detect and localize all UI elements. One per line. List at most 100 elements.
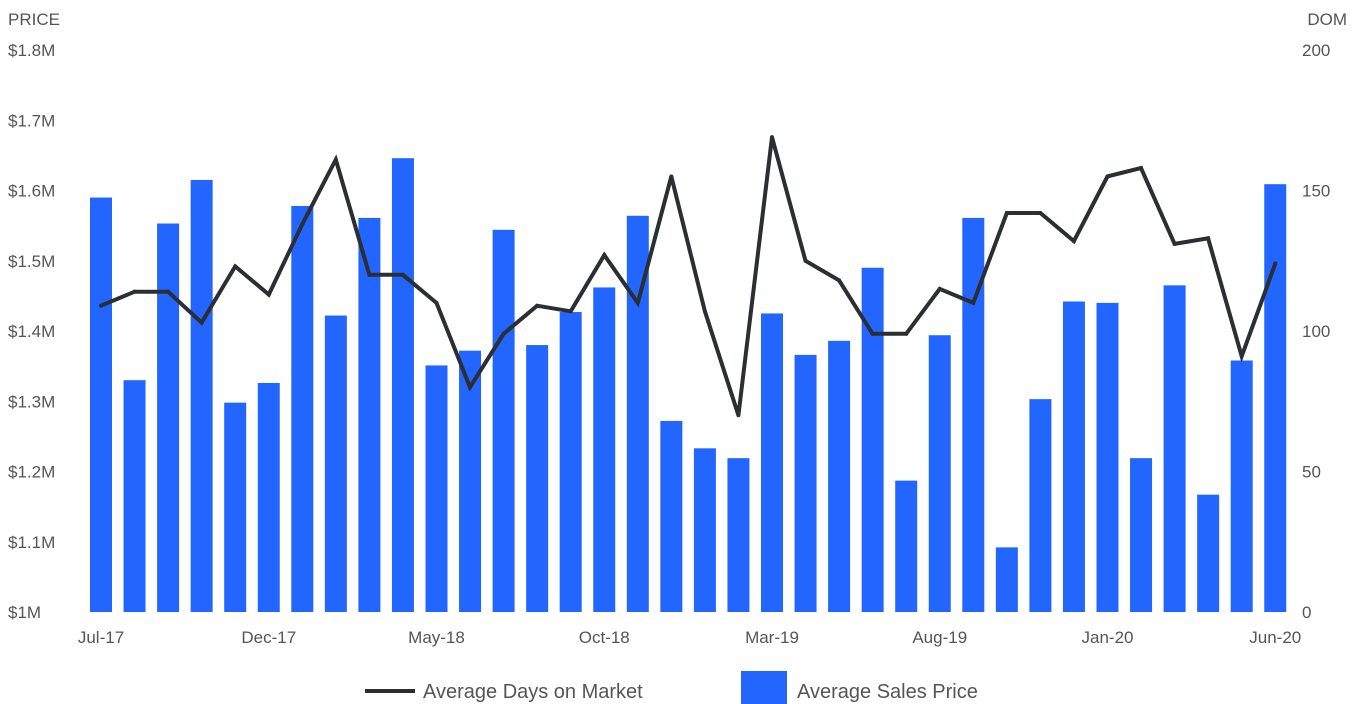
price-bar <box>693 448 716 612</box>
dom-line <box>100 136 1278 416</box>
legend-bar-swatch <box>741 671 787 704</box>
price-bar <box>1230 360 1253 612</box>
price-bar <box>1096 302 1119 612</box>
price-bar <box>358 217 381 612</box>
dom-point <box>669 174 674 179</box>
dom-point <box>1071 239 1076 244</box>
dom-point <box>434 300 439 305</box>
dom-point <box>736 413 741 418</box>
y-left-tick-label: $1.5M <box>8 252 55 271</box>
price-bar <box>224 402 247 612</box>
price-bar <box>1197 494 1220 612</box>
dom-point <box>702 309 707 314</box>
dom-point <box>367 272 372 277</box>
x-tick-label: May-18 <box>408 628 465 647</box>
dom-point <box>233 264 238 269</box>
y-left-tick-label: $1.2M <box>8 463 55 482</box>
dom-point <box>266 292 271 297</box>
price-bar <box>492 229 515 612</box>
dom-point <box>971 300 976 305</box>
dom-point <box>568 309 573 314</box>
price-bar <box>1163 285 1186 612</box>
dom-point <box>1105 174 1110 179</box>
price-bar <box>425 365 448 612</box>
price-bar <box>324 315 347 612</box>
dom-point <box>937 286 942 291</box>
dom-point <box>535 303 540 308</box>
x-tick-label: Jun-20 <box>1249 628 1301 647</box>
y-left-tick-label: $1.3M <box>8 392 55 411</box>
price-bar <box>626 215 649 613</box>
y-right-tick-labels: 0 50 100 150 200 <box>1302 41 1330 622</box>
y-left-tick-label: $1.4M <box>8 322 55 341</box>
dom-point <box>166 289 171 294</box>
y-right-tick-label: 100 <box>1302 322 1330 341</box>
dom-point <box>1038 210 1043 215</box>
price-bar <box>157 223 180 612</box>
price-bar <box>995 547 1018 612</box>
dom-point <box>501 331 506 336</box>
price-bar <box>123 380 146 612</box>
price-bars <box>90 158 1287 613</box>
dom-point <box>635 300 640 305</box>
dom-point <box>1239 354 1244 359</box>
y-right-axis-title: DOM <box>1307 10 1347 29</box>
y-left-tick-label: $1M <box>8 603 41 622</box>
price-bar <box>794 354 817 612</box>
dom-point <box>199 320 204 325</box>
y-left-tick-label: $1.7M <box>8 111 55 130</box>
price-bar <box>459 350 482 612</box>
y-left-tick-label: $1.6M <box>8 182 55 201</box>
price-bar <box>861 267 884 612</box>
dom-point <box>803 258 808 263</box>
y-right-tick-label: 50 <box>1302 463 1321 482</box>
dom-point <box>1273 261 1278 266</box>
price-bar <box>1130 458 1153 612</box>
x-tick-labels: Jul-17 Dec-17 May-18 Oct-18 Mar-19 Aug-19 Jan-… <box>78 628 1301 647</box>
price-bar <box>526 345 549 612</box>
dom-line-series <box>99 135 1278 418</box>
price-bar <box>257 382 280 612</box>
price-bar <box>593 287 616 612</box>
dom-point <box>1206 236 1211 241</box>
price-bar <box>1062 301 1085 612</box>
price-bar <box>1029 399 1052 612</box>
y-right-tick-label: 150 <box>1302 182 1330 201</box>
dom-point <box>1139 166 1144 171</box>
y-right-tick-label: 0 <box>1302 603 1311 622</box>
x-tick-label: Mar-19 <box>745 628 799 647</box>
y-left-tick-label: $1.1M <box>8 533 55 552</box>
price-bar <box>928 335 951 612</box>
dom-point <box>99 303 103 308</box>
x-tick-label: Aug-19 <box>912 628 967 647</box>
dom-point <box>770 135 774 140</box>
price-bar <box>391 158 414 612</box>
dom-point <box>300 222 305 227</box>
y-left-axis-title: PRICE <box>8 10 60 29</box>
y-right-tick-label: 200 <box>1302 41 1330 60</box>
dom-point <box>1004 210 1009 215</box>
price-bar <box>761 313 783 612</box>
price-bar <box>895 480 918 612</box>
price-bar <box>962 217 985 612</box>
dom-point <box>468 385 473 390</box>
price-bar <box>190 179 213 612</box>
legend-label-days-on-market: Average Days on Market <box>423 681 643 703</box>
x-tick-label: Jan-20 <box>1082 628 1134 647</box>
dom-point <box>333 157 338 162</box>
price-bar <box>90 197 112 612</box>
dom-point <box>870 331 875 336</box>
y-left-tick-labels: $1M $1.1M $1.2M $1.3M $1.4M $1.5M $1.6M $1.7M $1… <box>8 41 55 622</box>
price-bar <box>660 420 683 612</box>
x-tick-label: Dec-17 <box>241 628 296 647</box>
price-bar <box>291 205 314 612</box>
price-bar <box>727 458 750 612</box>
price-bar <box>559 312 582 612</box>
dom-point <box>1172 241 1177 246</box>
x-tick-label: Jul-17 <box>78 628 124 647</box>
legend: Average Days on Market Average Sales Pri… <box>365 671 978 704</box>
dom-point <box>904 331 909 336</box>
dom-point <box>132 289 137 294</box>
legend-label-sales-price: Average Sales Price <box>797 681 978 703</box>
